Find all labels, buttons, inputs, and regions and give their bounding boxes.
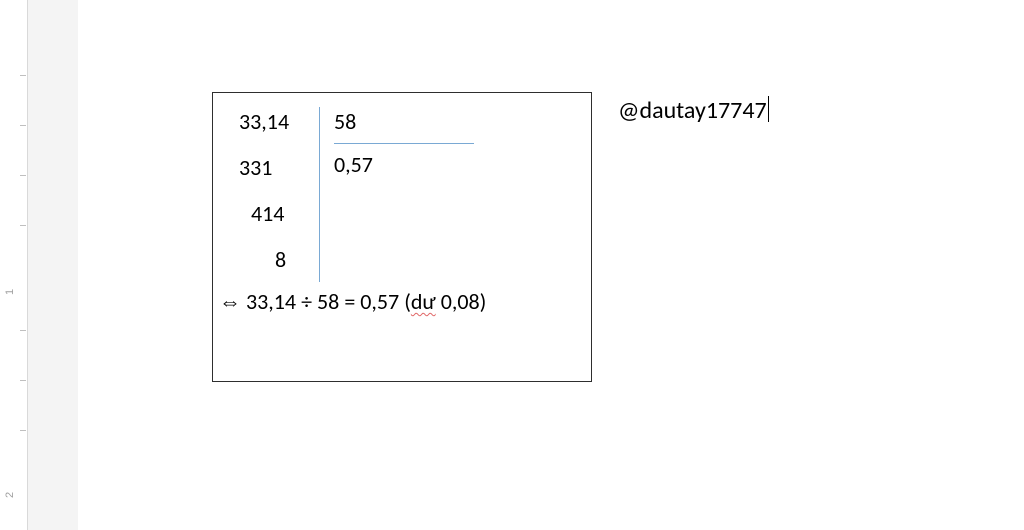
author-handle-text: @dautay17747 — [618, 96, 767, 125]
equals-sign: = — [344, 288, 355, 315]
document-sheet[interactable]: 33,14 331 414 8 58 0,57 ⇔ 33,14 ÷ 58 = 0… — [78, 0, 1024, 530]
result-value: 0,57 — [360, 288, 399, 315]
dividend: 33,14 — [239, 111, 289, 133]
page-gutter — [28, 0, 78, 530]
ruler-label: 2 — [4, 492, 16, 498]
result-equation: ⇔ 33,14 ÷ 58 = 0,57 (dư 0,08) — [219, 291, 486, 313]
remainder-value: 0,08 — [441, 288, 480, 315]
division-op: ÷ — [301, 288, 312, 315]
ruler-tick — [20, 175, 26, 176]
text-cursor — [768, 96, 769, 122]
result-rhs: 58 — [317, 288, 339, 315]
remainder-word: dư — [411, 288, 436, 315]
work-row: 331 — [239, 157, 272, 179]
author-handle: @dautay17747 — [618, 96, 769, 125]
ruler-tick — [20, 225, 26, 226]
quotient: 0,57 — [334, 144, 474, 176]
page-root: 1 2 33,14 331 414 8 58 0,57 ⇔ — [0, 0, 1024, 530]
ruler-tick — [20, 330, 26, 331]
ruler-label: 1 — [4, 289, 16, 295]
result-lhs: 33,14 — [246, 288, 296, 315]
divisor: 58 — [334, 111, 444, 141]
division-layout: 33,14 331 414 8 58 0,57 — [231, 107, 573, 297]
long-division-box: 33,14 331 414 8 58 0,57 ⇔ 33,14 ÷ 58 = 0… — [212, 92, 592, 382]
ruler-tick — [20, 380, 26, 381]
ruler-tick — [20, 75, 26, 76]
paren-close: ) — [480, 288, 487, 315]
paren-open: ( — [404, 288, 411, 315]
work-row: 414 — [251, 203, 284, 225]
work-row: 8 — [275, 249, 286, 271]
divisor-block: 58 0,57 — [319, 107, 474, 282]
ruler-tick — [20, 430, 26, 431]
ruler-tick — [20, 125, 26, 126]
vertical-ruler: 1 2 — [0, 0, 28, 530]
iff-symbol: ⇔ — [219, 288, 241, 315]
